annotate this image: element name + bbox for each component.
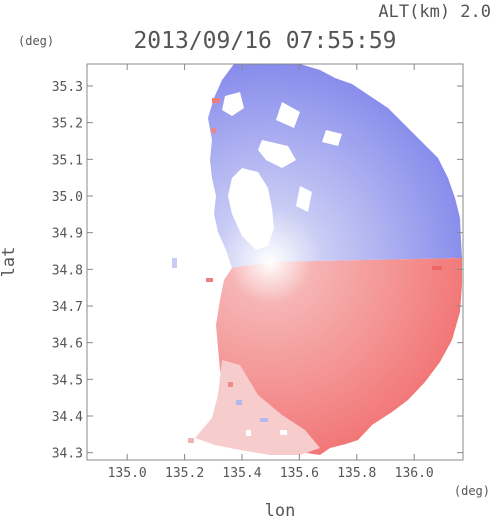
altitude-label: ALT(km) 2.0 <box>378 2 491 22</box>
no-echo-gap <box>228 168 274 250</box>
x-tick-label: 135.8 <box>337 466 376 481</box>
y-axis-title: lat <box>0 247 19 278</box>
plot-frame <box>86 63 464 461</box>
y-unit-label: (deg) <box>18 34 54 48</box>
y-tick-label: 35.3 <box>52 80 83 95</box>
x-unit-label: (deg) <box>454 484 490 498</box>
y-axis-ticks: 35.3 35.2 35.1 35.0 34.9 34.8 34.7 34.6 34.5 34.4… <box>52 80 463 462</box>
y-tick-label: 35.2 <box>52 117 83 132</box>
x-tick-label: 135.6 <box>280 466 319 481</box>
clutter-strip <box>195 360 320 455</box>
y-tick-label: 35.1 <box>52 153 83 168</box>
y-tick-label: 34.8 <box>52 263 83 278</box>
timestamp-title: 2013/09/16 07:55:59 <box>133 28 396 54</box>
x-tick-label: 135.4 <box>222 466 261 481</box>
x-axis-title: lon <box>265 501 296 521</box>
y-tick-label: 34.4 <box>52 410 83 425</box>
y-tick-label: 34.9 <box>52 227 83 242</box>
y-tick-label: 35.0 <box>52 190 83 205</box>
y-tick-label: 34.5 <box>52 373 83 388</box>
y-tick-label: 34.6 <box>52 337 83 352</box>
x-tick-label: 135.0 <box>108 466 147 481</box>
receding-region <box>216 258 462 455</box>
y-tick-label: 34.7 <box>52 300 83 315</box>
x-tick-label: 135.2 <box>165 466 204 481</box>
x-axis-ticks: 135.0 135.2 135.4 135.6 135.8 136.0 <box>108 64 434 481</box>
y-tick-label: 34.3 <box>52 447 83 462</box>
x-tick-label: 136.0 <box>395 466 434 481</box>
doppler-velocity-field <box>172 64 462 455</box>
